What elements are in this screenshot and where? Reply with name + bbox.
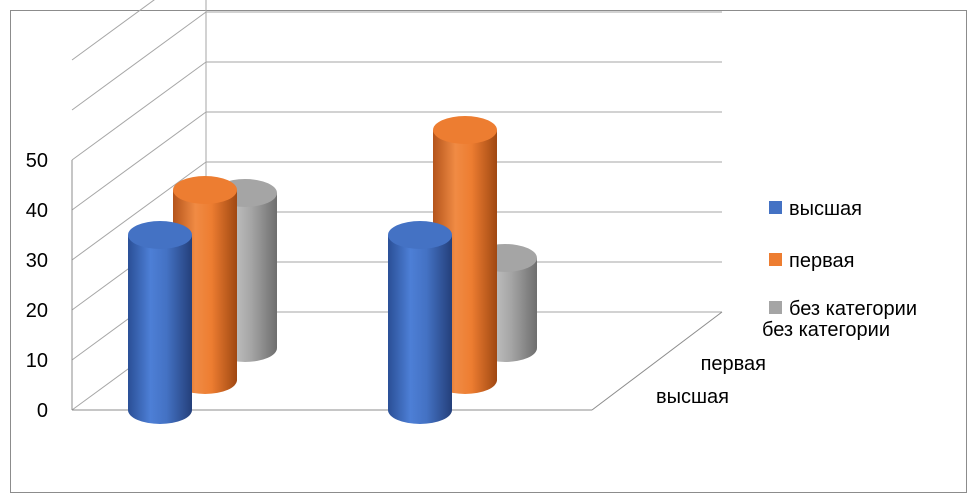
legend-swatch-0 xyxy=(769,201,782,214)
y-tick-label-0: 0 xyxy=(37,400,48,422)
bar-0-0 xyxy=(128,221,192,424)
tick-layer: 0 10 20 30 40 50 xyxy=(26,150,48,422)
legend-swatch-1 xyxy=(769,253,782,266)
legend-swatch-2 xyxy=(769,301,782,314)
y-tick-label-1: 10 xyxy=(26,350,48,372)
gridline-side-7 xyxy=(71,0,155,61)
depth-label-0: без категории xyxy=(762,319,890,341)
bar-top-0-0 xyxy=(128,221,192,249)
y-tick-label-2: 20 xyxy=(26,300,48,322)
depth-label-1: первая xyxy=(701,353,766,375)
gridline-side-6 xyxy=(71,11,207,111)
legend-label-1: первая xyxy=(789,250,854,272)
y-tick-label-5: 50 xyxy=(26,150,48,172)
bar-top-1-1 xyxy=(433,116,497,144)
bar-top-0-1 xyxy=(388,221,452,249)
bar-body-0-0 xyxy=(128,235,192,424)
floor-right-edge xyxy=(591,311,723,411)
bar-body-0-1 xyxy=(388,235,452,424)
bars-layer xyxy=(128,116,537,424)
legend-layer: высшая первая без категории xyxy=(769,198,917,320)
y-tick-label-3: 30 xyxy=(26,250,48,272)
bar-0-1 xyxy=(388,221,452,424)
depth-label-2: высшая xyxy=(656,386,729,408)
bar-top-1-0 xyxy=(173,176,237,204)
gridline-side-3 xyxy=(71,161,207,261)
y-tick-label-4: 40 xyxy=(26,200,48,222)
gridline-side-5 xyxy=(71,61,207,161)
legend-label-0: высшая xyxy=(789,198,862,220)
depth-layer: без категории первая высшая xyxy=(656,319,890,408)
legend-label-2: без категории xyxy=(789,298,917,320)
gridline-side-4 xyxy=(71,111,207,211)
